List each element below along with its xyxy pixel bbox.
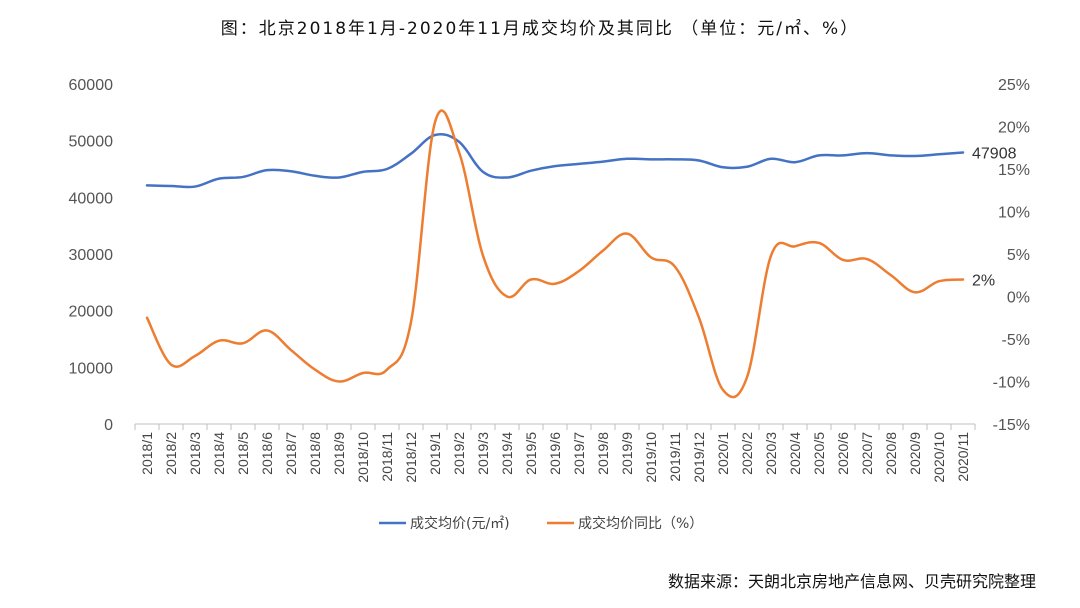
x-tick-label: 2019/2 bbox=[451, 432, 467, 475]
x-tick-label: 2018/4 bbox=[211, 432, 227, 475]
x-tick-label: 2020/1 bbox=[715, 432, 731, 475]
x-tick-label: 2020/5 bbox=[811, 432, 827, 475]
legend: 成交均价(元/㎡) 成交均价同比（%） bbox=[379, 515, 703, 532]
x-tick-label: 2019/7 bbox=[571, 432, 587, 475]
x-tick-label: 2019/6 bbox=[547, 432, 563, 475]
x-tick-label: 2018/7 bbox=[283, 432, 299, 475]
x-axis-ticks: 2018/1 2018/2 2018/3 2018/4 2018/5 2018/6 2018… bbox=[134, 424, 976, 483]
legend-entry-price: 成交均价(元/㎡) bbox=[410, 515, 510, 532]
x-tick-label: 2018/1 bbox=[139, 432, 155, 475]
x-tick-label: 2018/8 bbox=[307, 432, 323, 475]
right-tick-label: 15% bbox=[998, 162, 1030, 179]
left-tick-label: 60000 bbox=[69, 77, 114, 94]
right-tick-label: 5% bbox=[1007, 247, 1030, 264]
price-end-label: 47908 bbox=[972, 146, 1017, 163]
x-tick-label: 2019/5 bbox=[523, 432, 539, 475]
right-tick-label: 10% bbox=[998, 205, 1030, 222]
left-tick-label: 0 bbox=[104, 417, 113, 434]
x-tick-label: 2018/9 bbox=[331, 432, 347, 475]
right-axis-ticks: -15% -10% -5% 0% 5% 10% 15% 20% 25% bbox=[993, 77, 1030, 434]
x-tick-label: 2019/4 bbox=[499, 432, 515, 475]
x-tick-label: 2020/8 bbox=[883, 432, 899, 475]
left-tick-label: 20000 bbox=[69, 304, 114, 321]
x-tick-label: 2020/3 bbox=[763, 432, 779, 475]
right-tick-label: 25% bbox=[998, 77, 1030, 94]
right-tick-label: 0% bbox=[1007, 290, 1030, 307]
x-tick-label: 2019/9 bbox=[619, 432, 635, 475]
x-tick-label: 2019/10 bbox=[643, 432, 659, 483]
x-tick-label: 2018/12 bbox=[403, 432, 419, 483]
x-tick-label: 2019/12 bbox=[691, 432, 707, 483]
x-tick-label: 2018/11 bbox=[379, 432, 395, 482]
yoy-end-label: 2% bbox=[972, 273, 995, 290]
x-tick-label: 2018/3 bbox=[187, 432, 203, 475]
x-tick-label: 2020/11 bbox=[955, 432, 971, 482]
x-tick-label: 2019/11 bbox=[667, 432, 683, 482]
x-tick-label: 2020/7 bbox=[859, 432, 875, 475]
right-tick-label: -5% bbox=[1002, 332, 1030, 349]
left-tick-label: 10000 bbox=[69, 360, 114, 377]
x-tick-label: 2020/4 bbox=[787, 432, 803, 475]
left-tick-label: 50000 bbox=[69, 134, 114, 151]
left-axis-ticks: 0 10000 20000 30000 40000 50000 60000 bbox=[69, 77, 114, 434]
x-tick-label: 2019/3 bbox=[475, 432, 491, 475]
series-lines bbox=[145, 109, 965, 399]
x-tick-label: 2020/9 bbox=[907, 432, 923, 475]
legend-entry-yoy: 成交均价同比（%） bbox=[578, 515, 703, 532]
yoy-series-line bbox=[145, 109, 965, 399]
price-series-line bbox=[145, 132, 965, 189]
x-tick-label: 2018/6 bbox=[259, 432, 275, 475]
x-tick-label: 2018/2 bbox=[163, 432, 179, 475]
data-source-note: 数据来源：天朗北京房地产信息网、贝壳研究院整理 bbox=[667, 572, 1036, 591]
right-tick-label: -15% bbox=[993, 417, 1030, 434]
x-tick-label: 2018/10 bbox=[355, 432, 371, 483]
right-tick-label: -10% bbox=[993, 375, 1030, 392]
x-tick-label: 2020/6 bbox=[835, 432, 851, 475]
chart-title: 图：北京2018年1月-2020年11月成交均价及其同比 （单位：元/㎡、%） bbox=[220, 19, 860, 39]
x-tick-label: 2020/2 bbox=[739, 432, 755, 475]
end-labels: 47908 2% bbox=[972, 146, 1017, 290]
x-tick-label: 2019/1 bbox=[427, 432, 443, 475]
x-tick-label: 2018/5 bbox=[235, 432, 251, 475]
left-tick-label: 30000 bbox=[69, 247, 114, 264]
right-tick-label: 20% bbox=[998, 120, 1030, 137]
left-tick-label: 40000 bbox=[69, 190, 114, 207]
x-tick-label: 2020/10 bbox=[931, 432, 947, 483]
x-tick-label: 2019/8 bbox=[595, 432, 611, 475]
